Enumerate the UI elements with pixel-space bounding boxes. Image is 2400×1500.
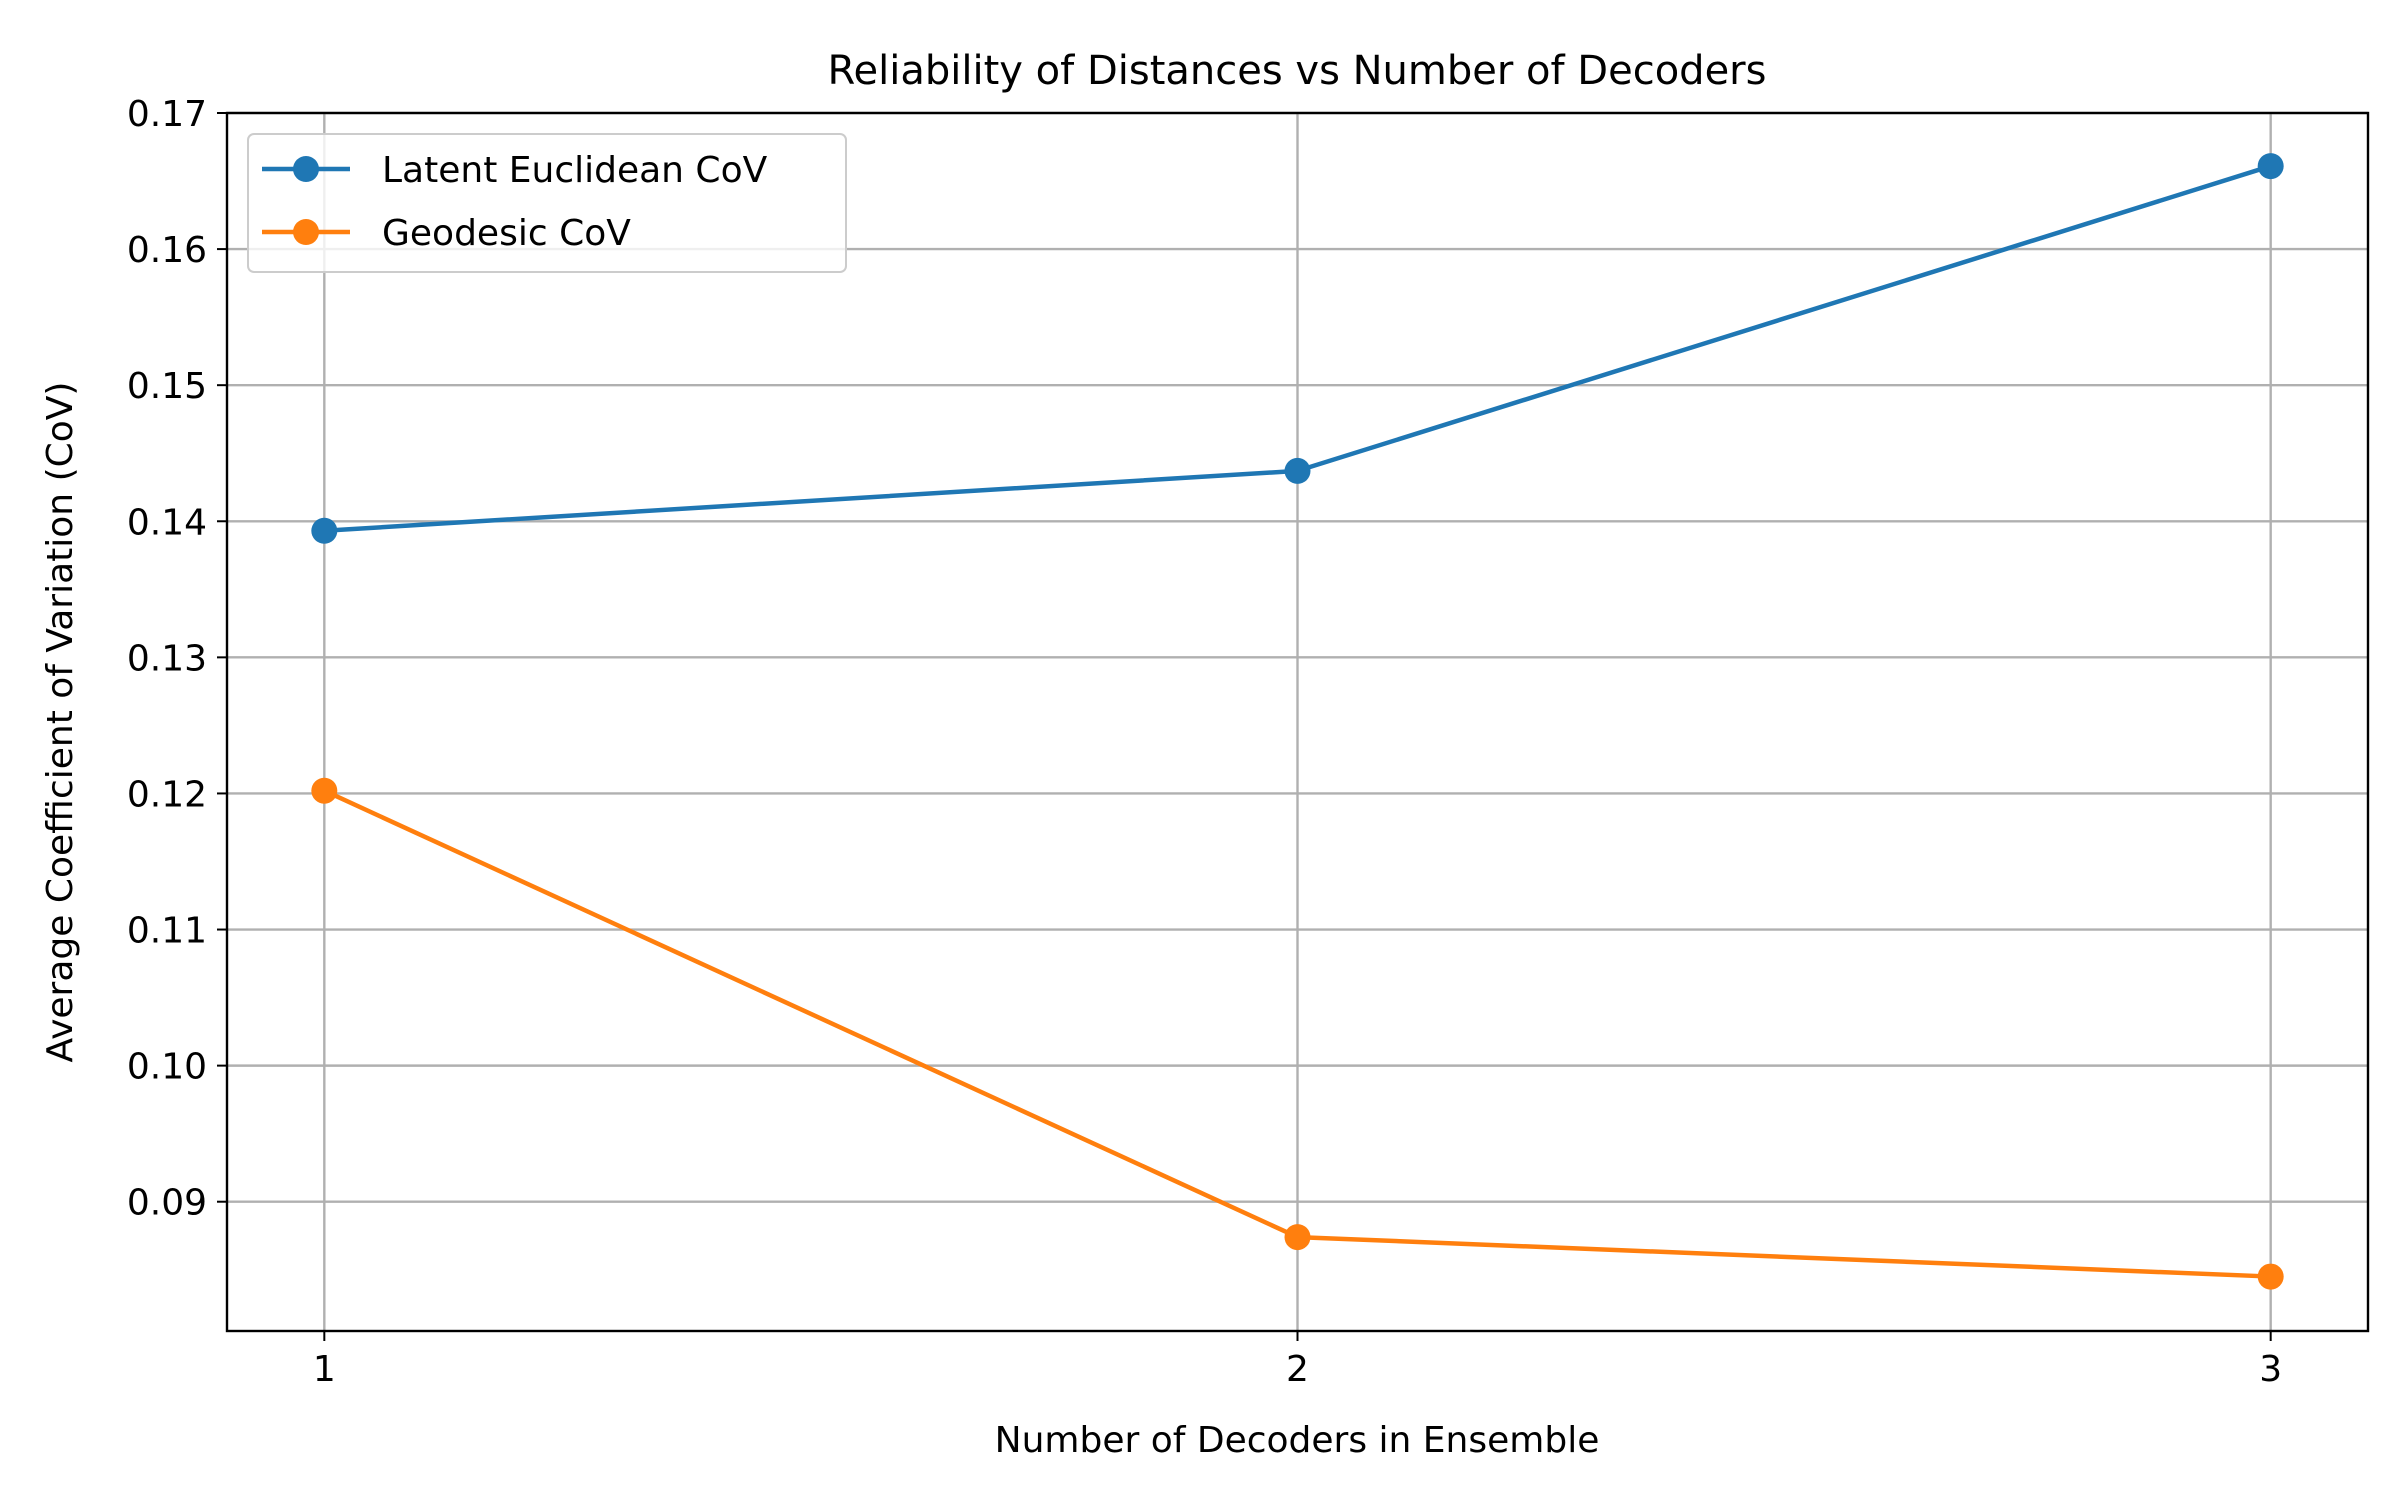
data-point [311,777,338,804]
x-tick-label: 3 [2259,1349,2282,1390]
data-point [2257,1263,2284,1290]
y-tick-label: 0.17 [127,94,207,135]
data-point [1284,457,1311,484]
data-point [2257,153,2284,180]
legend-label: Latent Euclidean CoV [382,150,768,191]
grid [227,111,2368,1331]
y-tick-label: 0.14 [127,502,207,543]
y-tick-label: 0.12 [127,774,207,815]
x-tick-label: 1 [313,1349,336,1390]
data-point [311,517,338,544]
x-tick-label: 2 [1286,1349,1309,1390]
x-axis-label: Number of Decoders in Ensemble [995,1420,1600,1461]
legend: Latent Euclidean CoV Geodesic CoV [247,133,847,273]
y-tick-label: 0.16 [127,230,207,271]
y-tick-label: 0.09 [127,1183,207,1224]
legend-item: Latent Euclidean CoV [262,150,768,191]
data-point [1284,1224,1311,1251]
y-tick-label: 0.13 [127,638,207,679]
y-axis-label: Average Coefficient of Variation (CoV) [40,382,81,1063]
axis-ticks: 1 2 3 0.09 0.10 0.11 0.12 0.13 0.14 0.15 0.16 0.17 [127,94,2282,1390]
legend-item: Geodesic CoV [262,213,631,254]
series-1 [311,153,2284,544]
y-tick-label: 0.15 [127,366,207,407]
y-tick-label: 0.10 [127,1047,207,1088]
legend-label: Geodesic CoV [382,213,631,254]
legend-box [247,133,847,273]
chart-title: Reliability of Distances vs Number of De… [828,48,1767,94]
y-tick-label: 0.11 [127,911,207,952]
series-2 [311,777,2284,1290]
series-layer [311,153,2284,1290]
legend-marker [293,219,319,245]
legend-marker [293,156,319,182]
